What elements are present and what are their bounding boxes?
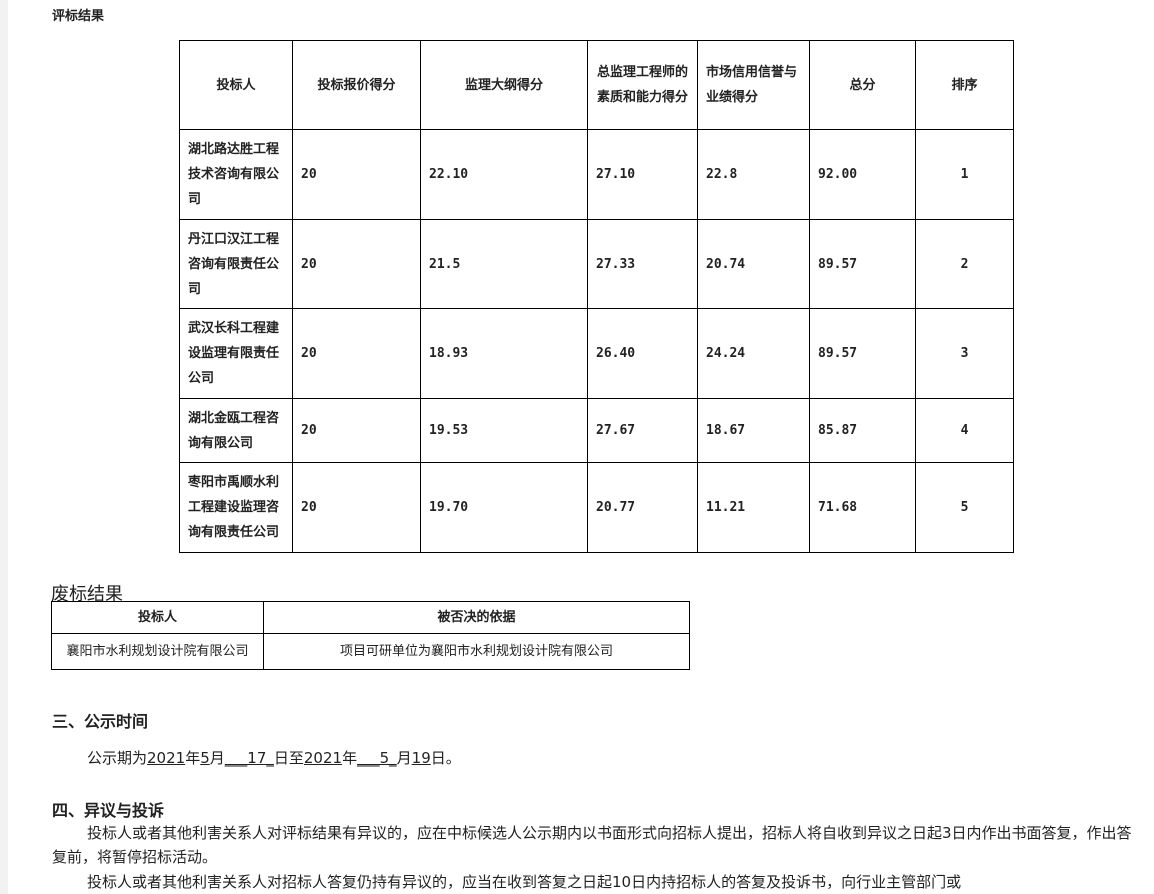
section4-title: 四、异议与投诉 (52, 801, 165, 820)
cell: 21.5 (420, 219, 588, 309)
eval-results-table: 投标人 投标报价得分 监理大纲得分 总监理工程师的素质和能力得分 市场信用信誉与… (179, 40, 1014, 553)
cell: 湖北路达胜工程技术咨询有限公司 (179, 129, 293, 220)
date-segment: 19 (411, 749, 431, 767)
cell: 20 (292, 308, 421, 399)
date-segment: ___5_ (357, 749, 397, 767)
cell: 4 (915, 398, 1014, 463)
date-segment: 月 (209, 749, 225, 767)
cell: 5 (915, 462, 1014, 553)
cell: 湖北金瓯工程咨询有限公司 (179, 398, 293, 463)
section3-title: 三、公示时间 (52, 712, 149, 731)
cell: 89.57 (809, 308, 916, 399)
table-row: 湖北金瓯工程咨询有限公司 20 19.53 27.67 18.67 85.87 4 (179, 398, 1014, 463)
date-segment: 月 (396, 749, 412, 767)
date-segment: 年 (342, 749, 358, 767)
notice-period: 公示期为2021年5月___17_日至2021年___5_月19日。 (87, 746, 1154, 770)
cell: 20.77 (587, 462, 698, 553)
table-header-row: 投标人 投标报价得分 监理大纲得分 总监理工程师的素质和能力得分 市场信用信誉与… (179, 40, 1014, 130)
cell: 1 (915, 129, 1014, 220)
cell: 襄阳市水利规划设计院有限公司 (51, 633, 264, 670)
paragraph: 投标人或者其他利害关系人对招标人答复仍持有异议的，应当在收到答复之日起10日内持… (87, 873, 962, 891)
table-row: 丹江口汉江工程咨询有限责任公司 20 21.5 27.33 20.74 89.57 2 (179, 219, 1014, 309)
cell: 19.70 (420, 462, 588, 553)
cell: 85.87 (809, 398, 916, 463)
cell: 24.24 (697, 308, 810, 399)
cell: 枣阳市禹顺水利工程建设监理咨询有限责任公司 (179, 462, 293, 553)
cell: 89.57 (809, 219, 916, 309)
table-row: 枣阳市禹顺水利工程建设监理咨询有限责任公司 20 19.70 20.77 11.21 71… (179, 462, 1014, 553)
table-row: 湖北路达胜工程技术咨询有限公司 20 22.10 27.10 22.8 92.00 1 (179, 129, 1014, 220)
cell: 武汉长科工程建设监理有限责任公司 (179, 308, 293, 399)
cell: 27.33 (587, 219, 698, 309)
header-cell: 总监理工程师的素质和能力得分 (587, 40, 698, 130)
left-border (0, 0, 8, 894)
table-row: 襄阳市水利规划设计院有限公司 项目可研单位为襄阳市水利规划设计院有限公司 (51, 633, 690, 670)
date-segment: 2021 (147, 749, 186, 767)
header-cell: 总分 (809, 40, 916, 130)
cell: 20 (292, 129, 421, 220)
cell: 项目可研单位为襄阳市水利规划设计院有限公司 (263, 633, 690, 670)
cell: 20 (292, 398, 421, 463)
cell: 20 (292, 462, 421, 553)
cell: 27.67 (587, 398, 698, 463)
date-segment: 公示期为 (87, 749, 148, 767)
date-segment: 日至 (273, 749, 304, 767)
cell: 26.40 (587, 308, 698, 399)
cell: 22.8 (697, 129, 810, 220)
table-row: 武汉长科工程建设监理有限责任公司 20 18.93 26.40 24.24 89.57 3 (179, 308, 1014, 399)
cell: 11.21 (697, 462, 810, 553)
date-segment: ___17_ (224, 749, 274, 767)
header-cell: 市场信用信誉与业绩得分 (697, 40, 810, 130)
cell: 2 (915, 219, 1014, 309)
cell: 18.67 (697, 398, 810, 463)
cell: 20.74 (697, 219, 810, 309)
cell: 丹江口汉江工程咨询有限责任公司 (179, 219, 293, 309)
reject-title: 废标结果 (51, 584, 123, 605)
cell: 18.93 (420, 308, 588, 399)
cell: 71.68 (809, 462, 916, 553)
cell: 3 (915, 308, 1014, 399)
header-cell: 排序 (915, 40, 1014, 130)
header-cell: 投标人 (179, 40, 293, 130)
header-cell: 被否决的依据 (263, 601, 690, 634)
paragraph: 投标人或者其他利害关系人对评标结果有异议的，应在中标候选人公示期内以书面形式向招… (52, 824, 1132, 866)
cell: 92.00 (809, 129, 916, 220)
date-segment: 5 (200, 749, 210, 767)
eval-title: 评标结果 (52, 9, 105, 24)
header-cell: 监理大纲得分 (420, 40, 588, 130)
date-segment: 2021 (303, 749, 343, 767)
date-segment: 日。 (430, 749, 461, 767)
cell: 19.53 (420, 398, 588, 463)
header-cell: 投标报价得分 (292, 40, 421, 130)
reject-table: 投标人 被否决的依据 襄阳市水利规划设计院有限公司 项目可研单位为襄阳市水利规划设计… (51, 601, 690, 670)
date-segment: 年 (185, 749, 201, 767)
cell: 27.10 (587, 129, 698, 220)
header-cell: 投标人 (51, 601, 264, 634)
cell: 20 (292, 219, 421, 309)
cell: 22.10 (420, 129, 588, 220)
